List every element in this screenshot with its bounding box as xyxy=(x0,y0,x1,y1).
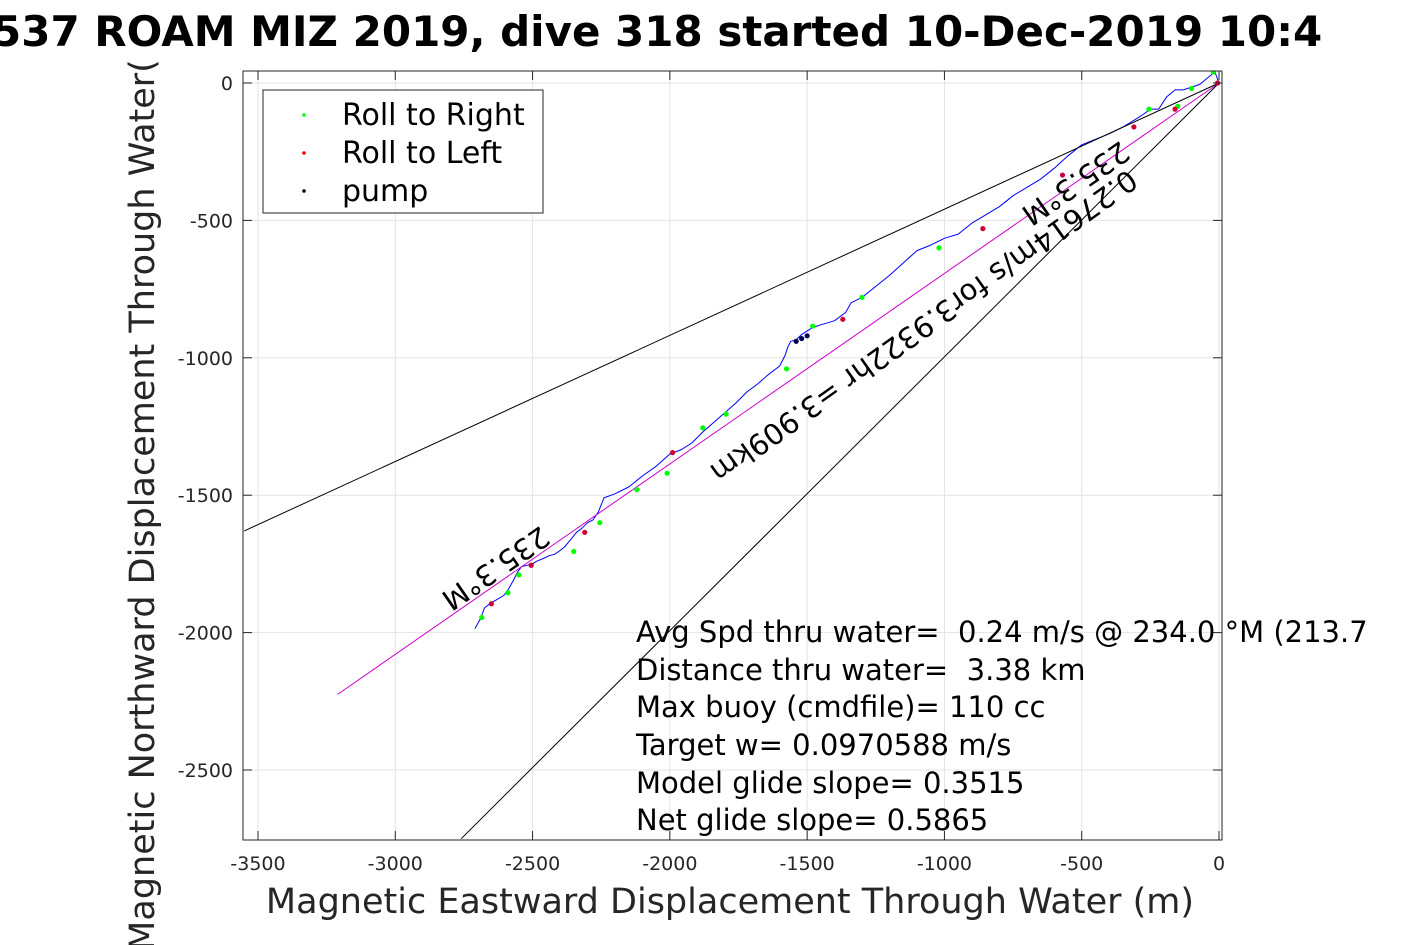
plot-frame xyxy=(242,70,1223,841)
marker-roll-right xyxy=(1146,106,1152,112)
y-tick-label: -500 xyxy=(190,210,233,232)
marker-roll-right xyxy=(479,614,485,621)
chart-title: 537 ROAM MIZ 2019, dive 318 started 10-D… xyxy=(0,7,1322,56)
marker-roll-left xyxy=(582,529,588,535)
stat-model-glide-slope: Model glide slope= 0.3515 xyxy=(636,766,1024,800)
stat-avg-speed: Avg Spd thru water= 0.24 m/s @ 234.0 °M … xyxy=(636,615,1368,649)
marker-roll-left xyxy=(1131,124,1137,130)
marker-roll-right xyxy=(516,572,522,578)
stat-target-w: Target w= 0.0970588 m/s xyxy=(635,728,1011,762)
stats-block: Avg Spd thru water= 0.24 m/s @ 234.0 °M … xyxy=(635,615,1368,837)
stat-net-glide-slope: Net glide slope= 0.5865 xyxy=(636,803,988,837)
stat-distance: Distance thru water= 3.38 km xyxy=(636,653,1086,687)
plot-markers xyxy=(479,71,1221,621)
marker-roll-left xyxy=(488,601,494,607)
envelope-line-upper xyxy=(244,82,1220,532)
plot-lines xyxy=(244,71,1220,840)
x-tick-label: -2000 xyxy=(642,853,697,875)
marker-pump xyxy=(793,338,799,344)
y-axis-label: Magnetic Northward Displacement Through … xyxy=(123,59,163,945)
marker-roll-left xyxy=(1059,172,1066,178)
y-tick-label: -1500 xyxy=(178,485,233,507)
axis-ticks: -3500 -3000 -2500 -2000 -1500 -1000 -500 0 0 -500… xyxy=(178,71,1225,875)
marker-roll-left xyxy=(840,316,846,322)
marker-roll-left xyxy=(1172,106,1178,112)
stat-max-buoy: Max buoy (cmdfile)= 110 cc xyxy=(636,690,1045,724)
x-tick-label: -1000 xyxy=(917,853,972,875)
legend-label-roll-left: Roll to Left xyxy=(342,136,502,171)
x-tick-label: -2500 xyxy=(505,853,560,875)
marker-roll-right xyxy=(505,590,511,596)
marker-roll-right xyxy=(936,245,942,251)
legend: Roll to Right Roll to Left pump xyxy=(262,89,544,214)
legend-marker-roll-left xyxy=(302,151,306,155)
legend-label-roll-right: Roll to Right xyxy=(342,98,525,133)
marker-roll-right xyxy=(859,294,865,300)
x-axis-label: Magnetic Eastward Displacement Through W… xyxy=(266,882,1194,922)
legend-label-pump: pump xyxy=(342,174,428,209)
marker-pump xyxy=(799,335,805,342)
marker-roll-right xyxy=(597,520,603,526)
x-tick-label: 0 xyxy=(1213,853,1225,875)
legend-marker-pump xyxy=(302,189,306,193)
x-tick-label: -3500 xyxy=(230,853,285,875)
marker-roll-left xyxy=(528,562,534,568)
legend-box xyxy=(262,89,544,214)
marker-roll-right xyxy=(571,548,577,555)
x-tick-label: -1500 xyxy=(780,853,835,875)
marker-roll-right xyxy=(634,487,640,493)
x-tick-label: -500 xyxy=(1060,853,1103,875)
marker-roll-right xyxy=(783,366,790,372)
marker-roll-left xyxy=(670,450,676,456)
legend-marker-roll-right xyxy=(302,113,306,117)
y-tick-label: -2500 xyxy=(178,760,233,782)
x-tick-label: -3000 xyxy=(368,853,423,875)
marker-roll-right xyxy=(1210,71,1217,75)
y-tick-label: -2000 xyxy=(178,623,233,645)
marker-roll-right xyxy=(700,425,706,431)
marker-roll-right xyxy=(723,411,729,417)
marker-pump xyxy=(804,333,810,339)
envelope-line-lower xyxy=(460,82,1220,840)
marker-roll-left xyxy=(980,226,986,232)
y-tick-label: -1000 xyxy=(178,348,233,370)
marker-roll-right xyxy=(1188,85,1195,92)
marker-roll-right xyxy=(810,323,816,329)
marker-roll-right xyxy=(664,470,670,476)
mean-heading-line xyxy=(337,82,1220,695)
y-tick-label: 0 xyxy=(221,73,233,95)
